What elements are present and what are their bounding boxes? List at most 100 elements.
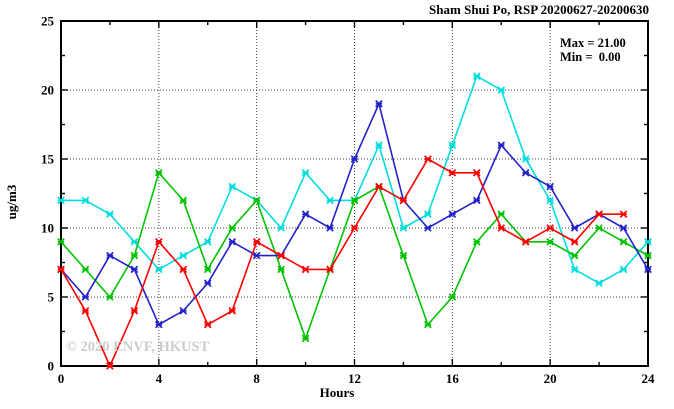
series-marker-day-2-green — [106, 293, 114, 301]
series-marker-day-4-red — [57, 265, 65, 274]
series-marker-day-3-blue — [546, 182, 554, 191]
series-marker-day-1-cyan — [228, 182, 237, 191]
series-marker-day-2-green — [472, 237, 481, 246]
series-marker-day-1-cyan — [203, 237, 212, 246]
series-marker-day-2-green — [497, 210, 506, 219]
watermark: © 2020 ENVF, HKUST — [66, 339, 210, 355]
x-tick-label: 24 — [642, 371, 656, 386]
y-tick-label: 25 — [41, 14, 55, 29]
series-marker-day-3-blue — [644, 265, 652, 274]
min-value-label: Min = 0.00 — [560, 50, 621, 64]
series-marker-day-3-blue — [350, 155, 359, 163]
series-marker-day-3-blue — [619, 224, 628, 232]
y-axis-title: ug/m3 — [4, 184, 19, 220]
series-marker-day-1-cyan — [179, 251, 188, 260]
series-marker-day-3-blue — [81, 293, 90, 301]
series-marker-day-1-cyan — [521, 155, 530, 163]
series-marker-day-1-cyan — [81, 196, 90, 205]
series-marker-day-3-blue — [106, 251, 114, 260]
series-line-day-4-red — [60, 157, 624, 368]
series-marker-day-3-blue — [301, 210, 310, 219]
series-marker-day-1-cyan — [301, 168, 310, 177]
y-tick-label: 10 — [41, 221, 54, 236]
y-tick-label: 20 — [41, 83, 54, 98]
series-marker-day-3-blue — [179, 306, 188, 315]
x-tick-label: 12 — [348, 371, 361, 386]
series-marker-day-4-red — [472, 168, 481, 177]
series-marker-day-4-red — [106, 362, 114, 370]
series-marker-day-3-blue — [375, 99, 383, 108]
series-marker-day-1-cyan — [619, 265, 628, 274]
series-marker-day-1-cyan — [277, 224, 285, 232]
y-tick-label: 5 — [48, 290, 55, 305]
max-value-label: Max = 21.00 — [560, 36, 626, 50]
series-marker-day-3-blue — [521, 168, 530, 177]
series-marker-day-2-green — [57, 237, 65, 246]
series-marker-day-1-cyan — [570, 265, 579, 274]
series-marker-day-1-cyan — [130, 237, 139, 246]
x-tick-label: 20 — [544, 371, 557, 386]
series-marker-day-1-cyan — [546, 196, 554, 205]
series-marker-day-4-red — [448, 168, 457, 177]
series-marker-day-2-green — [595, 224, 603, 232]
x-axis-title: Hours — [319, 385, 355, 400]
series-marker-day-4-red — [497, 224, 506, 232]
series-marker-day-2-green — [570, 251, 579, 260]
series-marker-day-4-red — [424, 155, 432, 163]
y-tick-label: 0 — [48, 359, 55, 374]
series-marker-day-1-cyan — [472, 72, 481, 81]
series-marker-day-1-cyan — [644, 237, 652, 246]
series-marker-day-4-red — [595, 210, 603, 219]
series-marker-day-1-cyan — [595, 279, 603, 288]
series-marker-day-2-green — [399, 251, 408, 260]
series-marker-day-1-cyan — [424, 210, 432, 219]
series-marker-day-4-red — [228, 306, 237, 315]
series-marker-day-3-blue — [252, 251, 261, 260]
series-marker-day-2-green — [644, 251, 652, 260]
series-marker-day-2-green — [546, 237, 554, 246]
x-tick-label: 0 — [58, 371, 65, 386]
series-marker-day-1-cyan — [155, 265, 163, 274]
series-marker-day-2-green — [81, 265, 90, 274]
series-marker-day-2-green — [130, 251, 139, 260]
series-marker-day-2-green — [252, 196, 261, 205]
series-marker-day-1-cyan — [375, 141, 383, 150]
series-marker-day-4-red — [570, 237, 579, 246]
series-marker-day-1-cyan — [497, 86, 506, 94]
series-marker-day-3-blue — [497, 141, 506, 150]
y-tick-label: 15 — [41, 152, 55, 167]
series-marker-day-2-green — [277, 265, 285, 274]
series-marker-day-2-green — [350, 196, 359, 205]
max-min-annotation: Max = 21.00 Min = 0.00 — [560, 36, 626, 64]
series-marker-day-4-red — [301, 265, 310, 274]
series-marker-day-3-blue — [130, 265, 139, 274]
series-marker-day-3-blue — [424, 224, 432, 232]
series-marker-day-2-green — [424, 320, 432, 329]
series-marker-day-3-blue — [472, 196, 481, 205]
x-tick-label: 8 — [253, 371, 260, 386]
series-marker-day-2-green — [228, 224, 237, 232]
series-marker-day-1-cyan — [57, 196, 65, 205]
series-marker-day-4-red — [350, 224, 359, 232]
series-marker-day-1-cyan — [399, 224, 408, 232]
x-tick-label: 4 — [156, 371, 163, 386]
chart-title: Sham Shui Po, RSP 20200627-20200630 — [429, 2, 649, 17]
series-marker-day-1-cyan — [448, 141, 457, 150]
series-marker-day-3-blue — [326, 224, 334, 232]
series-marker-day-4-red — [399, 196, 408, 205]
series-marker-day-4-red — [546, 224, 554, 232]
series-marker-day-2-green — [619, 237, 628, 246]
series-marker-day-2-green — [301, 334, 310, 343]
series-marker-day-3-blue — [203, 279, 212, 288]
series-marker-day-3-blue — [448, 210, 457, 219]
series-marker-day-1-cyan — [106, 210, 114, 219]
series-marker-day-4-red — [375, 182, 383, 191]
series-marker-day-2-green — [203, 265, 212, 274]
series-marker-day-3-blue — [155, 320, 163, 329]
series-marker-day-4-red — [277, 251, 285, 260]
series-marker-day-3-blue — [228, 237, 237, 246]
series-marker-day-1-cyan — [326, 196, 334, 205]
series-marker-day-4-red — [203, 320, 212, 329]
